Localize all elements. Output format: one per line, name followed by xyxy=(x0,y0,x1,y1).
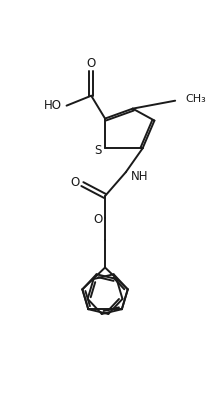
Text: O: O xyxy=(71,175,80,188)
Text: S: S xyxy=(94,144,102,157)
Text: O: O xyxy=(94,213,103,227)
Text: HO: HO xyxy=(44,99,62,112)
Text: O: O xyxy=(87,57,96,70)
Text: CH₃: CH₃ xyxy=(185,94,206,104)
Text: NH: NH xyxy=(131,169,148,183)
